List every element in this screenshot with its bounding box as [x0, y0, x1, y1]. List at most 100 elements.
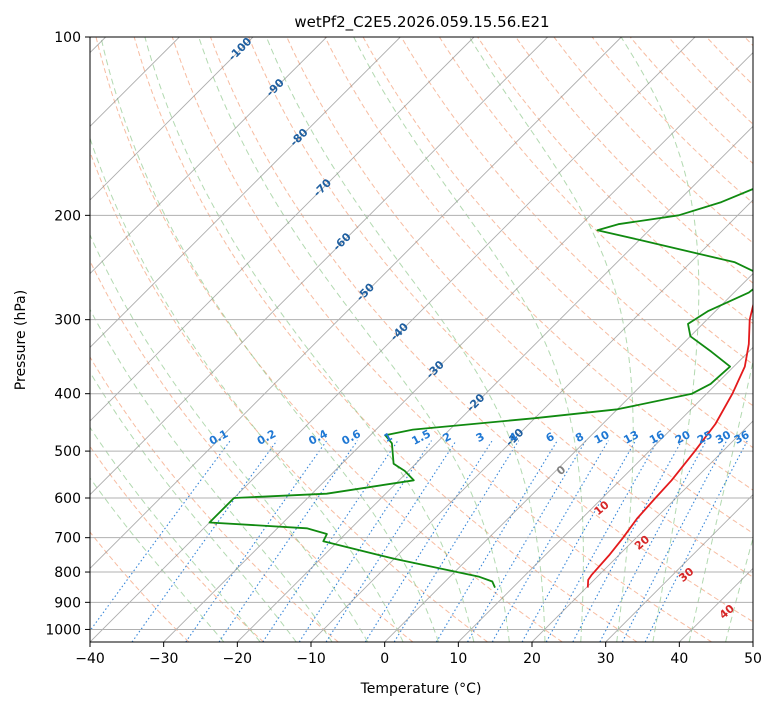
mixing-ratio-line — [325, 440, 457, 642]
isotherm-label: -30 — [424, 358, 447, 381]
isotherm-line — [531, 420, 753, 642]
moist-adiabat — [725, 536, 753, 642]
mixing-ratio-label: 0.6 — [340, 427, 364, 448]
isotherm-line — [384, 273, 753, 642]
dry-adiabat — [90, 259, 414, 642]
dry-adiabat-label: 20 — [632, 533, 652, 553]
dry-adiabat — [400, 37, 753, 407]
dry-adiabat — [210, 37, 753, 623]
dry-adiabat — [133, 37, 638, 642]
moist-adiabat — [620, 37, 700, 642]
chart-title: wetPf2_C2E5.2026.059.15.56.E21 — [294, 13, 549, 32]
isotherm-label: -90 — [264, 76, 287, 99]
mixing-ratio-label: 16 — [647, 428, 667, 447]
mixing-ratio-line — [131, 440, 278, 642]
y-tick-label: 900 — [54, 595, 81, 611]
mixing-ratio-line — [545, 440, 659, 642]
y-tick-label: 300 — [54, 313, 81, 329]
isotherm-line — [90, 37, 401, 348]
moist-adiabat — [144, 37, 475, 642]
dry-adiabat-label: 40 — [717, 602, 737, 622]
mixing-ratio-line — [393, 440, 520, 642]
mixing-ratio-line — [521, 440, 637, 642]
mixing-ratio-label: 30 — [713, 428, 733, 447]
y-tick-label: 100 — [54, 30, 81, 46]
dry-adiabat — [706, 37, 753, 86]
dry-adiabat — [438, 37, 753, 366]
mixing-ratio-line — [644, 440, 748, 642]
y-tick-label: 1000 — [45, 622, 81, 638]
pressure-grid — [90, 37, 753, 630]
dry-adiabat — [668, 37, 753, 125]
mixing-ratio-line — [218, 440, 358, 642]
x-tick-label: 10 — [449, 651, 467, 667]
x-tick-label: −20 — [223, 651, 253, 667]
mixing-ratio-line — [90, 440, 231, 632]
isotherm-line — [458, 346, 753, 642]
moist-adiabat — [90, 308, 333, 642]
mixing-ratio-line — [364, 440, 493, 642]
mixing-ratio-line — [491, 440, 609, 642]
isotherm-line — [752, 641, 753, 642]
isotherm-label: -70 — [311, 176, 334, 199]
x-tick-label: −30 — [149, 651, 179, 667]
isotherm-line — [163, 52, 753, 642]
mixing-ratio-line — [467, 440, 587, 642]
temperature-profile — [586, 302, 753, 588]
dewpoint-profile — [208, 188, 753, 588]
dry-adiabat — [515, 37, 753, 284]
mixing-ratio-label: 3 — [474, 430, 487, 445]
mixing-ratio-line — [599, 440, 707, 642]
isotherm-line — [310, 199, 753, 642]
dry-adiabat — [171, 37, 712, 642]
x-tick-label: 50 — [744, 651, 762, 667]
y-tick-label: 400 — [54, 387, 81, 403]
x-axis: −40 −30 −20 −10 0 10 20 30 40 50 — [75, 642, 762, 667]
moist-adiabat — [688, 358, 753, 642]
mixing-ratio-label: 0.2 — [255, 427, 278, 448]
y-tick-label: 200 — [54, 208, 81, 224]
mixing-ratio-line — [262, 440, 399, 642]
isotherm-line — [237, 125, 753, 642]
dry-adiabat — [591, 37, 753, 204]
y-tick-label: 800 — [54, 565, 81, 581]
moist-adiabat — [90, 136, 404, 642]
moist-adiabat — [90, 233, 369, 642]
dry-adiabat — [553, 37, 753, 244]
y-tick-label: 500 — [54, 444, 81, 460]
moist-adiabat — [90, 426, 261, 642]
y-tick-label: 600 — [54, 491, 81, 507]
plot-frame — [89, 36, 754, 643]
moist-adiabat — [198, 37, 510, 642]
x-tick-label: −40 — [75, 651, 105, 667]
isotherm-line — [90, 37, 254, 201]
isotherm-line — [605, 494, 753, 642]
isotherm-label: -60 — [330, 230, 353, 253]
mixing-ratio-label: 6 — [544, 430, 557, 445]
isotherm-label: -100 — [226, 35, 255, 64]
mixing-ratio-label: 13 — [621, 428, 641, 447]
moist-adiabat — [468, 37, 634, 642]
isotherm-line — [90, 37, 475, 422]
dry-adiabat — [90, 356, 339, 642]
dry-adiabat — [90, 445, 264, 642]
isotherm-line — [90, 37, 696, 642]
mixing-ratio-line — [185, 440, 328, 642]
dry-adiabat-label: 10 — [592, 498, 612, 518]
dry-adiabat — [90, 531, 190, 642]
mixing-ratio-line — [435, 440, 558, 642]
sounding-profiles — [208, 188, 753, 588]
background-lines — [90, 37, 753, 642]
moist-adiabat — [90, 371, 297, 642]
dry-adiabat-label: 0 — [554, 463, 568, 478]
isotherm-line — [90, 37, 327, 275]
y-axis: 100 200 300 400 500 600 700 800 900 1000 — [45, 30, 90, 638]
x-tick-label: 30 — [597, 651, 615, 667]
x-tick-label: 40 — [670, 651, 688, 667]
isotherm-label: -40 — [388, 320, 411, 343]
x-tick-label: −10 — [296, 651, 326, 667]
y-axis-label: Pressure (hPa) — [13, 290, 29, 390]
mixing-ratio-line — [572, 440, 683, 642]
mixing-ratio-label: 20 — [673, 428, 693, 447]
